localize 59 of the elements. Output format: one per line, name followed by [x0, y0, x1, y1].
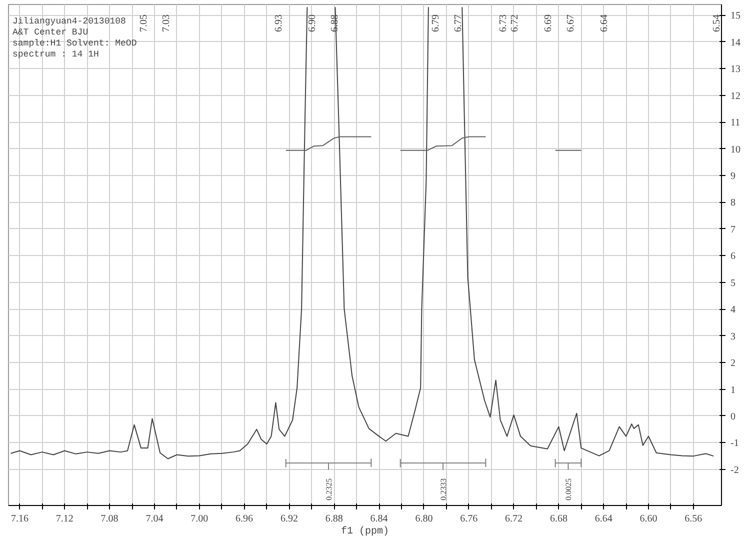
y-tick-label: 11: [730, 118, 740, 129]
annotation: 6.64: [599, 14, 610, 32]
annotation: A&T Center BJU: [12, 28, 88, 38]
annotation: 7.05: [138, 14, 150, 32]
line-series: [285, 136, 372, 151]
annotation: 6.67: [565, 14, 576, 32]
annotation: 0.2333: [439, 478, 448, 500]
x-tick-label: 6.72: [505, 514, 523, 524]
x-tick-label: 7.12: [56, 514, 74, 524]
x-tick-label: 6.84: [370, 514, 388, 524]
y-tick-label: 3: [730, 331, 736, 342]
x-tick-label: 6.80: [415, 514, 433, 524]
line-series: [285, 458, 372, 470]
annotation: 6.77: [453, 14, 464, 32]
annotation: 6.93: [273, 14, 284, 32]
annotation: 6.73: [498, 14, 510, 32]
x-tick-label: 6.96: [236, 514, 254, 524]
y-tick-label: -2: [730, 464, 739, 476]
line-series: [400, 458, 486, 470]
y-tick-label: 1: [730, 384, 736, 396]
x-tick-label: 6.60: [640, 514, 658, 524]
annotation: 6.90: [307, 14, 318, 32]
y-tick-label: 14: [730, 37, 740, 48]
annotation: 6.69: [542, 14, 554, 32]
annotation: 0.2325: [324, 478, 334, 500]
y-tick-label: 7: [730, 224, 736, 236]
y-tick-label: 0: [730, 411, 736, 422]
y-tick-label: 9: [730, 171, 736, 182]
annotation: 0.0025: [564, 478, 574, 500]
annotation: Jiliangyuan4-20130108: [12, 16, 126, 26]
y-tick-label: 12: [730, 90, 740, 102]
x-tick-label: 6.68: [550, 514, 568, 524]
x-tick-label: 7.00: [190, 514, 208, 524]
y-tick-label: -1: [730, 438, 739, 450]
x-tick-label: 7.16: [10, 514, 28, 524]
line-series: [554, 458, 582, 470]
annotation: 6.72: [509, 14, 520, 32]
x-tick-label: 6.64: [594, 514, 612, 524]
x-tick-label: 6.56: [684, 514, 702, 524]
y-tick-label: 5: [730, 278, 736, 289]
annotation: 6.54: [711, 14, 722, 32]
annotation: 6.79: [430, 14, 442, 32]
x-tick-label: 6.92: [280, 514, 298, 524]
y-tick-label: 2: [730, 358, 736, 370]
x-axis-title: f1 (ppm): [340, 526, 390, 538]
y-tick-label: 8: [730, 198, 736, 209]
x-tick-label: 6.76: [460, 514, 478, 524]
line-series: [400, 136, 486, 151]
x-tick-label: 7.08: [100, 514, 118, 524]
x-tick-label: 6.88: [325, 514, 343, 524]
y-tick-label: 10: [730, 144, 740, 156]
annotation: spectrum : 14 1H: [12, 50, 99, 60]
y-tick-label: 6: [730, 251, 736, 262]
annotation: 7.03: [161, 14, 172, 32]
x-tick-label: 7.04: [146, 514, 164, 524]
annotation: sample:H1 Solvent: MeOD: [12, 38, 137, 48]
y-tick-label: 13: [730, 64, 740, 76]
y-tick-label: 15: [730, 10, 740, 22]
y-tick-label: 4: [730, 304, 736, 316]
